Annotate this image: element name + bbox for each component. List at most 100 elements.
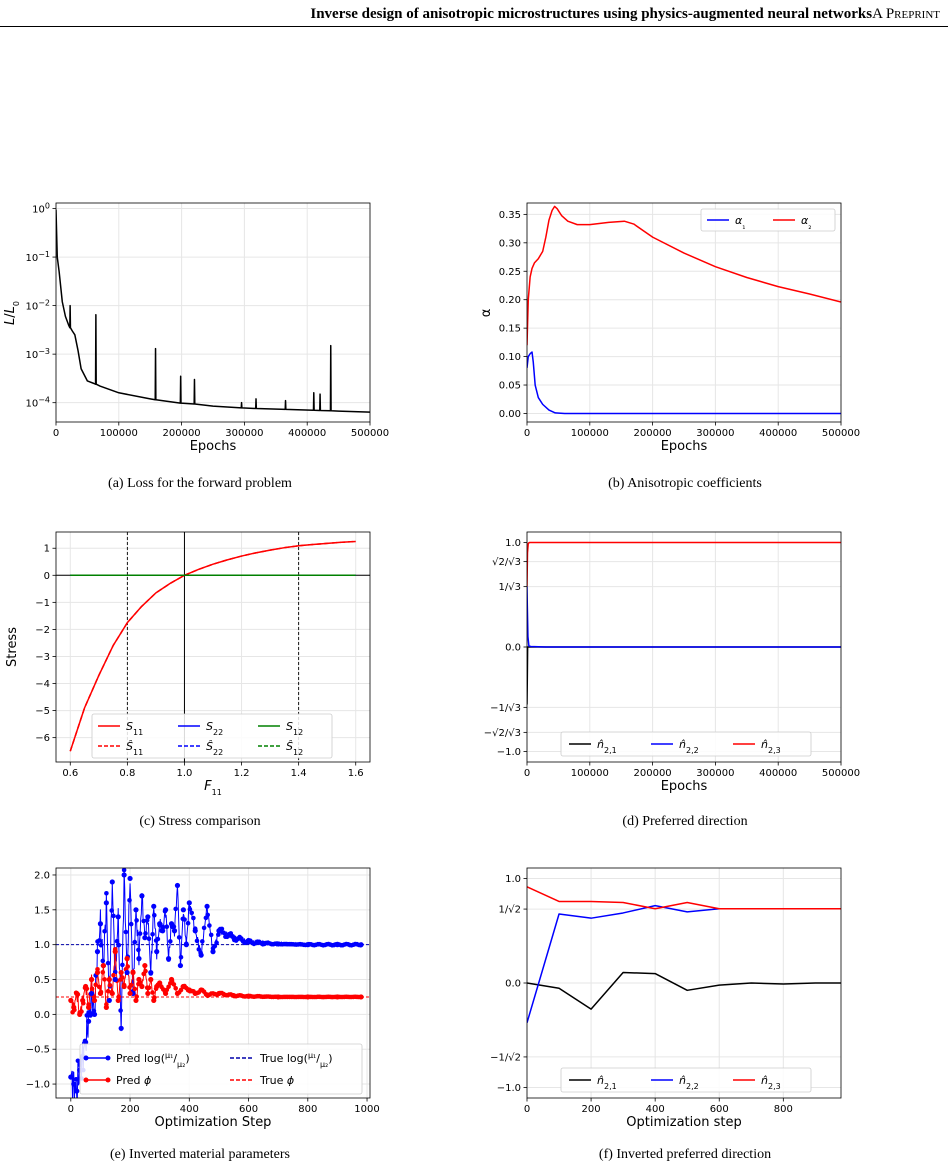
data-point xyxy=(109,908,114,913)
data-point xyxy=(151,997,157,1004)
data-point xyxy=(204,903,210,909)
data-point xyxy=(137,931,143,936)
y-tick-label: −6 xyxy=(35,733,50,744)
data-point xyxy=(112,949,118,955)
x-tick-label: 400 xyxy=(646,1104,665,1115)
x-tick-label: 300000 xyxy=(225,428,263,439)
caption-d: (d) Preferred direction xyxy=(622,814,748,829)
data-point xyxy=(173,906,178,912)
data-point xyxy=(133,907,139,913)
data-point xyxy=(133,997,139,1004)
data-point xyxy=(97,921,104,927)
x-tick-label: 200 xyxy=(121,1104,140,1115)
legend: n̂2,1 n̂2,2 n̂2,3 xyxy=(560,1067,812,1093)
y-axis-label: α xyxy=(479,309,494,318)
data-point xyxy=(72,1099,77,1104)
data-point xyxy=(201,925,207,931)
legend-label: Pred log(μ₁/μ₂) xyxy=(116,1051,190,1069)
data-point xyxy=(68,997,74,1004)
data-point xyxy=(192,928,198,934)
data-point xyxy=(150,932,155,937)
data-point xyxy=(102,977,107,982)
data-point xyxy=(115,997,121,1004)
data-point xyxy=(94,949,101,955)
y-tick-label: 10−2 xyxy=(25,298,50,313)
grid xyxy=(526,203,842,422)
series-line xyxy=(56,209,370,413)
axes-frame xyxy=(55,531,371,763)
y-tick-label: 0.0 xyxy=(505,643,521,654)
legend-box xyxy=(700,208,836,232)
data-point xyxy=(143,968,148,974)
data-point xyxy=(150,990,155,995)
data-point xyxy=(112,976,118,983)
x-tick-label: 300000 xyxy=(696,428,734,439)
data-point xyxy=(132,939,138,945)
y-tick-label: 1.0 xyxy=(505,538,521,549)
data-point xyxy=(130,969,136,976)
data-point xyxy=(216,928,222,934)
legend-marker xyxy=(83,1077,89,1083)
legend-label: S22 xyxy=(206,720,223,737)
y-tick-label: −5 xyxy=(35,706,50,717)
legend-label: α₂ xyxy=(801,214,811,231)
x-tick-label: 400000 xyxy=(759,768,797,779)
data-point xyxy=(208,932,214,938)
x-tick-label: 800 xyxy=(298,1104,317,1115)
data-point xyxy=(165,956,172,962)
legend-label: Ŝ11 xyxy=(126,740,143,757)
x-tick-label: 200 xyxy=(582,1104,601,1115)
data-point xyxy=(186,900,192,906)
data-point xyxy=(245,939,252,945)
x-tick-label: 500000 xyxy=(351,428,389,439)
data-point xyxy=(116,942,122,948)
data-point xyxy=(136,976,142,983)
legend-label: n̂2,1 xyxy=(597,738,617,755)
data-point xyxy=(145,914,151,920)
data-point xyxy=(163,907,169,913)
data-point xyxy=(121,872,127,878)
y-tick-label: −4 xyxy=(35,679,50,690)
data-point xyxy=(148,976,154,983)
series-line xyxy=(527,904,841,1023)
y-tick-label: 0.20 xyxy=(499,295,521,306)
series-line xyxy=(527,971,841,1010)
data-point xyxy=(142,962,148,969)
data-point xyxy=(205,912,210,918)
data-point xyxy=(106,976,112,983)
data-point xyxy=(275,994,281,1000)
legend-box xyxy=(560,1067,812,1093)
data-point xyxy=(103,1004,109,1010)
data-point xyxy=(124,969,130,976)
plot-area xyxy=(56,209,370,413)
data-point xyxy=(173,986,178,991)
x-tick-label: 1.0 xyxy=(177,768,193,779)
data-point xyxy=(85,1018,92,1024)
data-point xyxy=(171,982,177,987)
data-point xyxy=(106,997,112,1004)
series-line xyxy=(527,541,841,587)
x-axis: 0 200 400 600 800 1000 xyxy=(68,1098,380,1115)
data-point xyxy=(118,1008,123,1013)
x-tick-label: 200000 xyxy=(163,428,201,439)
x-tick-label: 0 xyxy=(524,1104,530,1115)
caption-b: (b) Anisotropic coefficients xyxy=(608,476,762,491)
running-title: Inverse design of anisotropic microstruc… xyxy=(310,6,940,22)
y-tick-label: −√2/√3 xyxy=(484,728,521,739)
x-tick-label: 200000 xyxy=(634,768,672,779)
data-point xyxy=(305,994,311,1000)
legend-marker xyxy=(105,1055,111,1061)
data-point xyxy=(71,1004,77,1010)
data-point xyxy=(171,928,178,934)
data-point xyxy=(275,941,281,947)
data-point xyxy=(128,921,134,927)
data-point xyxy=(127,875,133,882)
x-axis-label: Optimization step xyxy=(626,1115,741,1130)
data-point xyxy=(154,949,160,955)
data-point xyxy=(189,910,194,916)
y-tick-label: 0.25 xyxy=(499,267,521,278)
data-point xyxy=(305,942,311,948)
series-line xyxy=(527,351,841,415)
data-point xyxy=(152,912,157,918)
y-tick-label: −1.0 xyxy=(26,1080,50,1091)
